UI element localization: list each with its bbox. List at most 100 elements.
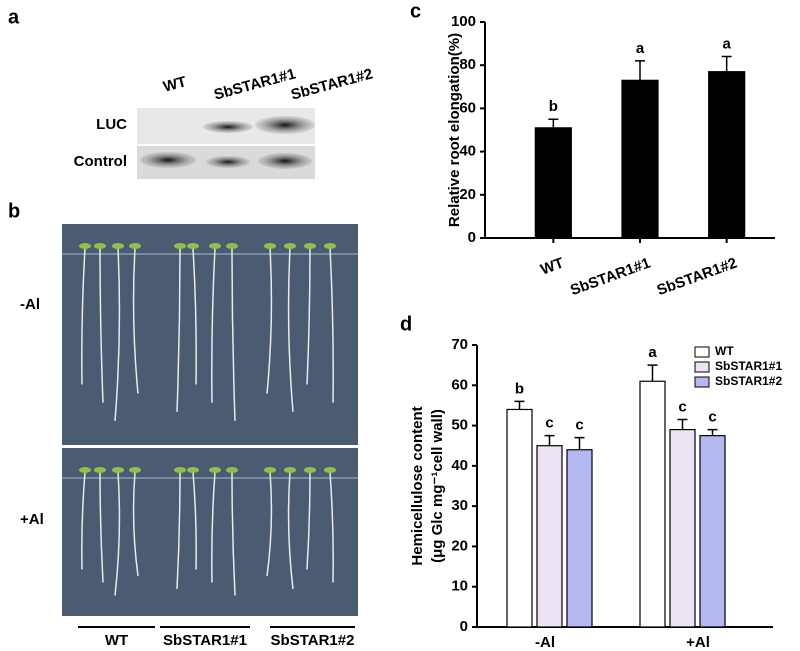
cotyledon (174, 467, 186, 473)
x-tick-label: -Al (535, 634, 555, 651)
cotyledon (324, 243, 336, 249)
genotype-label: WT (105, 632, 128, 649)
root (176, 247, 181, 412)
letter-label: c (708, 409, 716, 426)
x-tick-label: SbSTAR1#1 (568, 255, 653, 300)
y-tick-label: 40 (459, 143, 476, 160)
cotyledon (264, 467, 276, 473)
bar (566, 449, 593, 628)
letter-label: c (545, 415, 553, 432)
letter-label: a (722, 36, 731, 53)
y-tick-label: 70 (451, 336, 468, 353)
root (287, 471, 294, 590)
root (192, 471, 197, 570)
y-tick-label: 60 (459, 99, 476, 116)
x-tick-label: WT (538, 255, 566, 279)
condition-label: -Al (20, 296, 40, 313)
panel-label: d (400, 313, 412, 335)
row-label: Control (74, 153, 127, 170)
cotyledon (226, 243, 238, 249)
cotyledon (264, 243, 276, 249)
letter-label: a (648, 344, 657, 361)
error-bar (677, 418, 688, 430)
band (140, 152, 196, 168)
root (329, 471, 334, 583)
error-bar (548, 118, 559, 128)
root (266, 471, 273, 577)
band (206, 156, 250, 168)
lane-label: SbSTAR1#1 (212, 65, 297, 103)
y-tick-label: 40 (451, 457, 468, 474)
root (306, 247, 311, 385)
bar (639, 380, 666, 628)
cotyledon (209, 243, 221, 249)
cotyledon (187, 467, 199, 473)
row-label: LUC (96, 116, 127, 133)
cotyledon (226, 467, 238, 473)
root (329, 247, 334, 403)
legend-label: SbSTAR1#2 (715, 374, 782, 388)
cotyledon (94, 467, 106, 473)
root (211, 247, 216, 403)
letter-label: b (515, 380, 524, 397)
cotyledon (79, 467, 91, 473)
root (176, 471, 181, 590)
y-tick-label: 30 (451, 497, 468, 514)
y-tick-label: 60 (451, 376, 468, 393)
y-tick-label: 0 (460, 618, 468, 635)
letter-label: c (575, 417, 583, 434)
legend-swatch (694, 346, 710, 358)
lane-label: SbSTAR1#2 (289, 65, 374, 103)
bar (708, 71, 746, 239)
cotyledon (112, 467, 124, 473)
x-tick-label: SbSTAR1#2 (655, 255, 740, 300)
cotyledon (284, 467, 296, 473)
cotyledon (112, 243, 124, 249)
root (211, 471, 216, 583)
cotyledon (129, 467, 141, 473)
y-tick-label: 0 (468, 229, 476, 246)
y-tick-label: 50 (451, 417, 468, 434)
letter-label: a (636, 40, 645, 57)
y-axis-label: Relative root elongation(%) (446, 33, 463, 227)
x-tick-label: +Al (686, 634, 710, 651)
y-tick-label: 20 (459, 186, 476, 203)
root (266, 247, 273, 394)
y-tick-label: 10 (451, 578, 468, 595)
root (81, 471, 86, 570)
genotype-label: SbSTAR1#2 (271, 632, 355, 649)
y-tick-label: 100 (451, 13, 476, 30)
band (203, 121, 253, 133)
error-bar (514, 400, 525, 410)
photo (62, 448, 358, 616)
error-bar (647, 364, 658, 382)
bar (621, 79, 659, 239)
y-axis-label: (μg Glc mg⁻¹cell wall) (429, 409, 446, 563)
genotype-label: SbSTAR1#1 (163, 632, 247, 649)
root (114, 471, 121, 596)
root (99, 471, 104, 583)
band (258, 153, 312, 169)
panel-label: b (8, 200, 20, 222)
cotyledon (94, 243, 106, 249)
error-bar (635, 60, 645, 81)
y-tick-label: 80 (459, 56, 476, 73)
root (231, 471, 236, 596)
legend-label: WT (715, 344, 734, 358)
bar (699, 435, 726, 628)
y-tick-label: 20 (451, 537, 468, 554)
cotyledon (129, 243, 141, 249)
cotyledon (304, 243, 316, 249)
cotyledon (174, 243, 186, 249)
panel-label: c (410, 0, 421, 22)
legend-swatch (694, 361, 710, 373)
root (306, 471, 311, 570)
cotyledon (284, 243, 296, 249)
bar (536, 445, 563, 628)
y-axis-label: Hemicellulose content (409, 406, 426, 565)
panel-label: a (8, 6, 20, 28)
cotyledon (79, 243, 91, 249)
letter-label: c (678, 398, 686, 415)
error-bar (574, 436, 585, 450)
